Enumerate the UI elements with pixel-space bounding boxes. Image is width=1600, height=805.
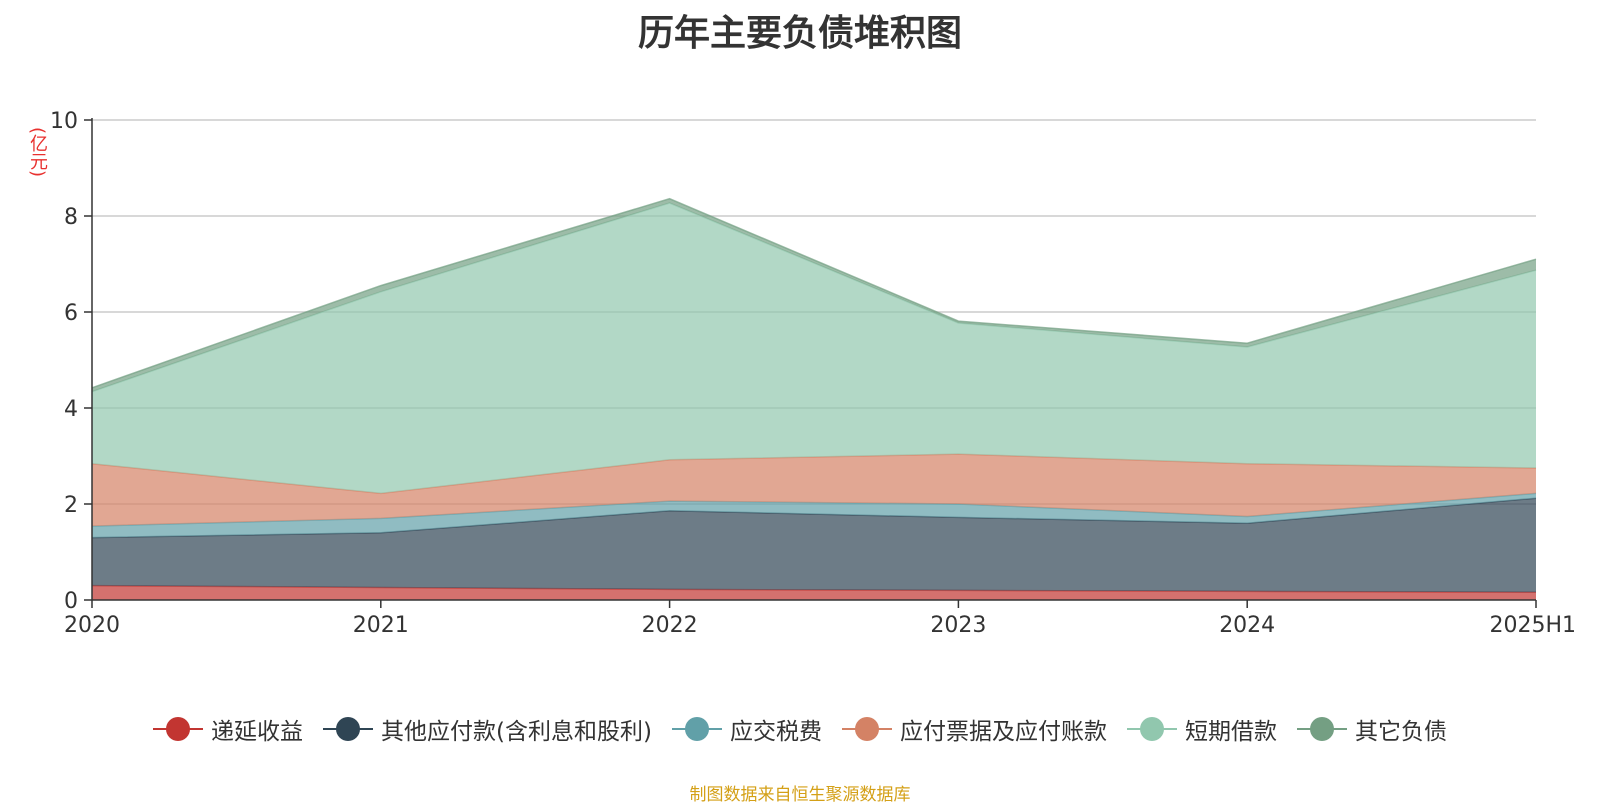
legend-label-2: 应交税费 (729, 719, 822, 745)
y-axis-unit-label: (亿元) (27, 126, 48, 178)
x-tick-label-2021: 2021 (353, 613, 409, 638)
area-series (91, 197, 1537, 600)
legend-label-4: 短期借款 (1184, 719, 1277, 745)
y-tick-label-10: 10 (50, 109, 78, 134)
y-tick-label-2: 2 (64, 493, 78, 518)
legend-swatch-2 (671, 717, 722, 741)
area-series-1 (92, 498, 1536, 593)
legend-item-0[interactable]: 递延收益 (153, 712, 303, 746)
legend-item-5[interactable]: 其它负债 (1296, 712, 1447, 746)
x-tick-label-2024: 2024 (1219, 613, 1275, 638)
x-tick-label-2020: 2020 (64, 613, 120, 638)
legend-item-1[interactable]: 其他应付款(含利息和股利) (323, 712, 652, 746)
x-tick-label-2022: 2022 (642, 613, 698, 638)
legend-swatch-3 (841, 717, 892, 741)
legend-swatch-4 (1126, 717, 1177, 741)
area-series-3 (92, 454, 1536, 527)
legend: 递延收益 其他应付款(含利息和股利) 应交税费 应付票据及应付账款 短期借款 其它负债 (0, 712, 1600, 746)
legend-label-3: 应付票据及应付账款 (899, 719, 1107, 745)
legend-swatch-0 (153, 717, 204, 741)
area-line-series-5 (91, 197, 1537, 389)
legend-label-5: 其它负债 (1354, 719, 1447, 745)
x-tick-label-2025H1: 2025H1 (1489, 613, 1576, 638)
area-series-2 (92, 493, 1536, 538)
y-tick-label-0: 0 (64, 589, 78, 614)
legend-item-4[interactable]: 短期借款 (1126, 712, 1277, 746)
legend-item-3[interactable]: 应付票据及应付账款 (841, 712, 1107, 746)
legend-label-1: 其他应付款(含利息和股利) (381, 719, 652, 745)
y-tick-label-6: 6 (64, 301, 78, 326)
axes: 0 2 4 6 8 10 2020 2021 2022 2023 2024 2025H1 (50, 109, 1576, 638)
y-tick-label-4: 4 (64, 397, 78, 422)
chart-title: 历年主要负债堆积图 (637, 13, 962, 54)
legend-label-0: 递延收益 (211, 719, 304, 745)
y-tick-label-8: 8 (64, 205, 78, 230)
area-series-0 (92, 585, 1536, 600)
legend-swatch-5 (1296, 717, 1347, 741)
x-tick-label-2023: 2023 (930, 613, 986, 638)
legend-swatch-1 (323, 717, 374, 741)
source-note: 制图数据来自恒生聚源数据库 (689, 785, 911, 805)
area-series-4 (92, 203, 1536, 494)
legend-item-2[interactable]: 应交税费 (671, 712, 822, 746)
